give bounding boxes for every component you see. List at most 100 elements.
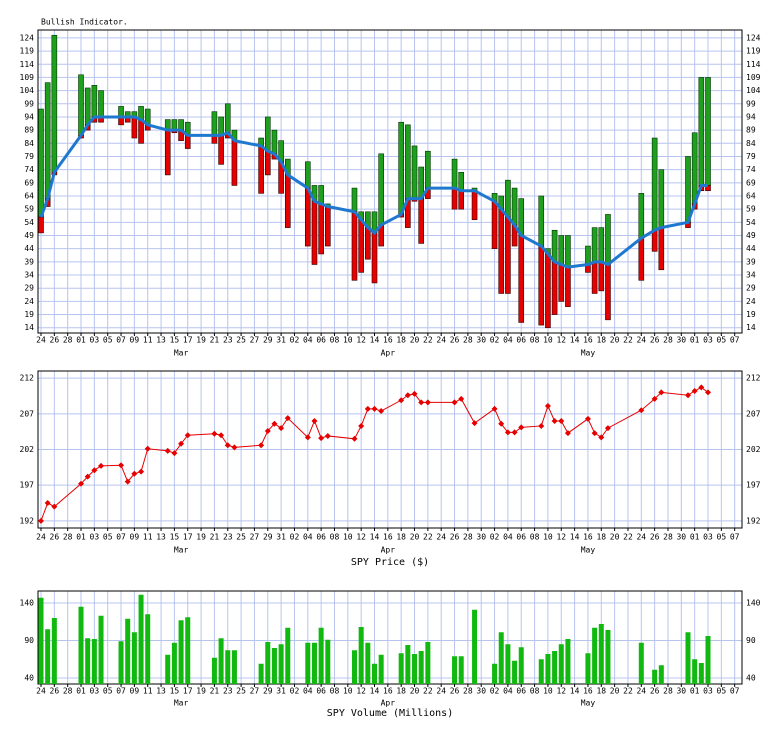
price-marker	[584, 415, 591, 422]
plot-frame	[37, 590, 743, 685]
x-tick-label: 27	[250, 687, 260, 696]
volume-bar	[698, 663, 704, 684]
y-tick-label-right: 90	[746, 636, 756, 645]
x-tick-label: 21	[210, 687, 220, 696]
volume-bar	[365, 642, 371, 684]
bull-bar	[318, 185, 324, 205]
x-tick-label: 07	[116, 336, 126, 345]
bear-bar	[138, 119, 144, 144]
price-marker	[78, 480, 85, 487]
bear-bar	[325, 206, 331, 247]
bull-bar	[351, 187, 358, 213]
volume-bar	[225, 650, 231, 684]
month-label: Apr	[381, 699, 396, 708]
price-marker	[504, 429, 511, 436]
x-tick-label: 03	[90, 687, 100, 696]
x-tick-label: 02	[290, 336, 300, 345]
price-marker	[471, 420, 478, 427]
x-tick-label: 24	[36, 336, 46, 345]
bear-bar	[264, 150, 271, 176]
y-tick-label-right: 84	[746, 139, 756, 148]
x-tick-label: 28	[663, 336, 673, 345]
price-marker	[558, 417, 565, 424]
bear-bar	[184, 135, 191, 149]
x-tick-label: 15	[170, 336, 180, 345]
volume-bar	[565, 639, 571, 684]
bear-bar	[471, 190, 478, 221]
y-tick-label: 19	[24, 310, 34, 319]
x-tick-label: 25	[236, 533, 246, 542]
x-tick-label: 30	[476, 687, 486, 696]
x-tick-label: 18	[596, 336, 606, 345]
y-tick-label-right: 69	[746, 178, 756, 187]
price-marker	[364, 405, 371, 412]
x-tick-label: 20	[410, 336, 420, 345]
x-tick-label: 18	[396, 687, 406, 696]
bull-bar	[425, 150, 431, 189]
y-tick-label-right: 94	[746, 112, 756, 121]
x-tick-label: 16	[583, 687, 593, 696]
x-tick-label: 28	[663, 687, 673, 696]
x-tick-label: 06	[316, 687, 326, 696]
y-tick-label: 59	[24, 205, 34, 214]
x-tick-label: 17	[183, 336, 193, 345]
x-tick-label: 03	[90, 336, 100, 345]
price-marker	[358, 422, 365, 429]
price-marker	[124, 478, 131, 485]
x-tick-label: 02	[490, 533, 500, 542]
bear-bar	[218, 135, 224, 165]
x-tick-label: 17	[183, 687, 193, 696]
bear-bar	[451, 187, 458, 210]
volume-bar	[45, 629, 51, 684]
bull-bar	[551, 229, 558, 263]
y-tick-label-right: 197	[746, 481, 761, 490]
x-tick-label: 30	[676, 687, 686, 696]
y-tick-label-right: 192	[746, 516, 761, 525]
volume-bar	[598, 624, 604, 684]
x-tick-label: 11	[143, 336, 153, 345]
bear-bar	[558, 264, 565, 302]
price-marker	[598, 434, 605, 441]
bull-bar	[378, 153, 384, 226]
bull-bar	[398, 121, 404, 215]
volume-bar	[91, 639, 97, 684]
y-tick-label: 197	[20, 481, 35, 490]
bear-bar	[518, 235, 525, 323]
bull-bar	[685, 156, 691, 223]
volume-bar	[318, 627, 324, 684]
x-tick-label: 10	[543, 533, 553, 542]
volume-bar	[638, 642, 644, 684]
x-tick-label: 12	[556, 687, 566, 696]
x-tick-label: 22	[623, 533, 633, 542]
price-marker	[131, 470, 138, 477]
y-tick-label: 104	[20, 86, 35, 95]
volume-bar	[518, 647, 524, 684]
y-tick-label: 89	[24, 126, 34, 135]
bull-bar	[78, 74, 84, 136]
x-tick-label: 23	[223, 687, 233, 696]
y-tick-label: 29	[24, 284, 34, 293]
y-tick-label-right: 99	[746, 99, 756, 108]
x-tick-label: 03	[703, 687, 713, 696]
price-marker	[424, 399, 431, 406]
y-tick-label-right: 89	[746, 126, 756, 135]
bull-bar	[505, 179, 511, 218]
volume-bar	[585, 653, 591, 684]
y-tick-label: 14	[24, 323, 34, 332]
x-tick-label: 25	[236, 336, 246, 345]
chart-title: Bullish Indicator.	[41, 18, 128, 27]
volume-bar	[705, 636, 711, 684]
x-tick-label: 29	[263, 687, 273, 696]
bear-bar	[598, 261, 605, 292]
price-marker	[638, 407, 645, 414]
x-tick-label: 04	[303, 687, 313, 696]
price-marker	[684, 392, 691, 399]
x-tick-label: 02	[290, 533, 300, 542]
volume-bar	[558, 644, 564, 684]
x-tick-label: 29	[263, 336, 273, 345]
volume-bar	[211, 657, 217, 684]
x-tick-label: 03	[90, 533, 100, 542]
x-tick-label: 24	[636, 687, 646, 696]
volume-bar	[171, 642, 177, 684]
y-tick-label: 39	[24, 257, 34, 266]
